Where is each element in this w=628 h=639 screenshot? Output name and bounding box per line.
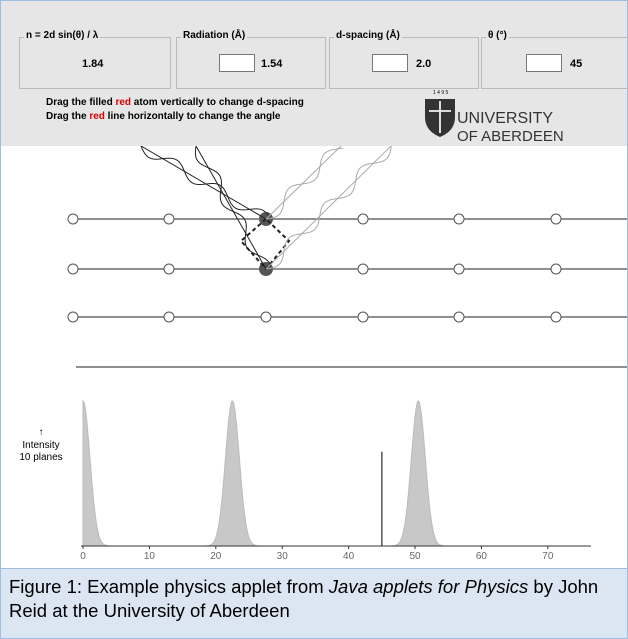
x-tick-label: 40: [343, 551, 355, 562]
atom: [550, 311, 562, 323]
text-input[interactable]: [526, 54, 562, 72]
atom: [67, 213, 79, 225]
x-tick-label: 70: [542, 551, 554, 562]
atom: [163, 213, 175, 225]
box-value: 1.54: [261, 58, 283, 70]
text: Drag the: [46, 111, 90, 122]
text: Java applets for Physics: [328, 576, 529, 597]
x-tick-label: 20: [210, 551, 222, 562]
x-tick-label: 30: [277, 551, 289, 562]
control-panel: n = 2d sin(θ) / λ 1.84 Radiation (Å) 1.54 …: [1, 1, 628, 146]
wave: [140, 146, 269, 216]
intensity-peak: [205, 400, 260, 547]
wave: [194, 146, 272, 267]
atom: [163, 311, 175, 323]
atom: [260, 311, 272, 323]
atom: [550, 213, 562, 225]
text: Figure 1: Example physics applet from: [9, 576, 329, 597]
text: red: [115, 97, 132, 108]
text: red: [89, 111, 105, 122]
x-tick-label: 50: [409, 551, 421, 562]
atom: [67, 311, 79, 323]
text: line horizontally to change the angle: [104, 111, 281, 122]
crest-detail: [429, 101, 451, 133]
box-title: Radiation (Å): [181, 30, 248, 41]
ray: [195, 146, 267, 270]
atom: [357, 263, 369, 275]
text-input[interactable]: [372, 54, 408, 72]
y-label: 10 planes: [19, 452, 62, 463]
box-value: 45: [570, 58, 583, 70]
text: by John Reid at the University of Aberde…: [9, 576, 599, 621]
atom: [453, 263, 465, 275]
group-box: d-spacing (Å) 2.0: [329, 30, 479, 89]
box-title: d-spacing (Å): [334, 30, 402, 41]
ray: [265, 146, 392, 270]
caption: Figure 1: Example physics applet from Ja…: [1, 568, 627, 638]
y-arrow: ↑: [39, 427, 44, 438]
atom: [67, 263, 79, 275]
intensity-peak: [391, 400, 445, 547]
wave: [265, 147, 344, 220]
logo: 1 4 9 5 UNIVERSITY OF ABERDEEN: [425, 90, 564, 145]
logo-year: 1 4 9 5: [433, 90, 449, 96]
atom: [357, 213, 369, 225]
ray: [140, 146, 267, 220]
box-value: 2.0: [416, 58, 432, 70]
logo-text: OF ABERDEEN: [457, 128, 564, 145]
atom: [357, 311, 369, 323]
group-box: θ (°) 45: [481, 30, 628, 89]
wave: [265, 146, 392, 270]
ray: [265, 146, 342, 220]
box-value: 1.84: [82, 58, 104, 70]
group-box: Radiation (Å) 1.54: [176, 30, 326, 89]
x-tick-label: 60: [476, 551, 488, 562]
text: Drag the filled: [46, 97, 116, 108]
atom: [453, 213, 465, 225]
instruction: Drag the red line horizontally to change…: [46, 111, 280, 122]
atom: [163, 263, 175, 275]
path-difference: [239, 217, 291, 271]
text-input[interactable]: [219, 54, 255, 72]
text: atom vertically to change d-spacing: [131, 97, 304, 108]
atom: [550, 263, 562, 275]
group-box: n = 2d sin(θ) / λ 1.84: [19, 30, 171, 89]
atom: [453, 311, 465, 323]
x-tick-label: 0: [80, 551, 86, 562]
instruction: Drag the filled red atom vertically to c…: [46, 97, 304, 108]
x-tick-label: 10: [144, 551, 156, 562]
y-label: Intensity: [22, 440, 59, 451]
logo-text: UNIVERSITY: [457, 110, 553, 127]
box-title: θ (°): [486, 30, 509, 41]
box-title: n = 2d sin(θ) / λ: [24, 30, 101, 41]
intensity-peak: [82, 399, 110, 547]
